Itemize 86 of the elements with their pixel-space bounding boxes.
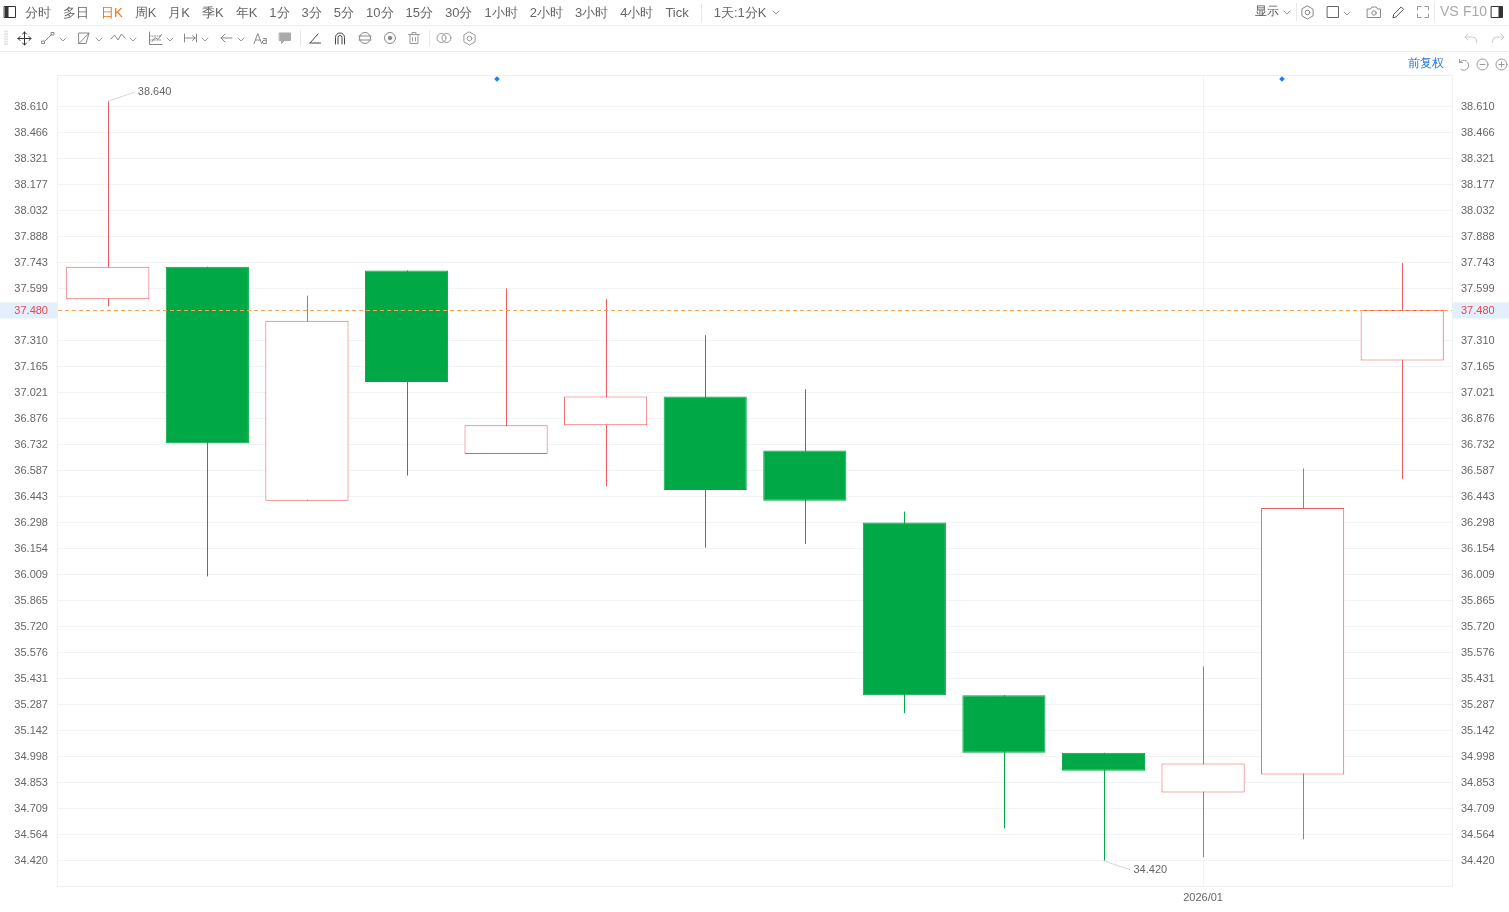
y-tick-label: 35.865 <box>14 593 48 606</box>
y2-tick-label: 38.032 <box>1461 203 1495 216</box>
y2-tick-label: 34.853 <box>1461 775 1495 788</box>
y-tick-label: 38.610 <box>14 99 48 112</box>
text: 前复权 <box>1408 56 1444 70</box>
y2-tick-label: 37.165 <box>1461 359 1495 372</box>
text: 3小时 <box>574 5 609 21</box>
y-tick-label: 37.743 <box>14 255 48 268</box>
y2-tick-label: 36.443 <box>1461 489 1495 502</box>
y2-tick-label: 38.466 <box>1461 125 1495 138</box>
y-tick-label: 34.420 <box>14 853 48 866</box>
y2-tick-label: 36.154 <box>1461 541 1495 554</box>
text: F10 <box>1463 3 1488 19</box>
ref-line-label: 37.480 <box>1461 303 1495 316</box>
y-tick-label: 35.142 <box>14 723 48 736</box>
y-tick-label: 34.998 <box>14 749 48 762</box>
y-tick-label: 34.564 <box>14 827 48 840</box>
text: 5分 <box>333 5 355 21</box>
text: 月K <box>168 5 191 21</box>
text: 30分 <box>445 5 473 21</box>
annotation: 34.420 <box>1133 862 1168 875</box>
text: 4小时 <box>620 5 654 21</box>
y-tick-label: 35.576 <box>14 645 48 658</box>
text: 年K <box>235 5 258 21</box>
text: 日K <box>101 5 123 21</box>
y2-tick-label: 36.009 <box>1461 567 1495 580</box>
text: Tick <box>665 5 689 21</box>
text: 2小时 <box>529 5 563 21</box>
y2-tick-label: 34.564 <box>1461 827 1495 840</box>
y-tick-label: 37.310 <box>14 333 48 346</box>
y-tick-label: 35.431 <box>14 671 48 684</box>
y-tick-label: 34.853 <box>14 775 48 788</box>
text: 1小时 <box>484 5 518 21</box>
y-tick-label: 36.154 <box>14 541 48 554</box>
y2-tick-label: 37.599 <box>1461 281 1495 294</box>
y2-tick-label: 38.321 <box>1461 151 1495 164</box>
y-tick-label: 37.599 <box>14 281 48 294</box>
y-tick-label: 38.032 <box>14 203 48 216</box>
text: 10分 <box>366 5 394 21</box>
text: 显示 <box>1255 4 1279 18</box>
y2-tick-label: 37.743 <box>1461 255 1495 268</box>
text: 37.480 <box>14 303 48 316</box>
text: 15分 <box>405 5 433 21</box>
y-tick-label: 38.466 <box>14 125 48 138</box>
y-tick-label: 35.287 <box>14 697 48 710</box>
y2-tick-label: 36.587 <box>1461 463 1495 476</box>
y2-tick-label: 37.888 <box>1461 229 1495 242</box>
y-tick-label: 37.165 <box>14 359 48 372</box>
y2-tick-label: 37.021 <box>1461 385 1495 398</box>
y2-tick-label: 35.720 <box>1461 619 1495 632</box>
y-tick-label: 38.177 <box>14 177 48 190</box>
y-tick-label: 38.321 <box>14 151 48 164</box>
y-tick-label: 36.587 <box>14 463 48 476</box>
text: 分时 <box>25 5 51 21</box>
text: 多日 <box>63 5 89 21</box>
annotation: 38.640 <box>137 85 172 98</box>
y2-tick-label: 38.177 <box>1461 177 1495 190</box>
y-tick-label: 34.709 <box>14 801 48 814</box>
y2-tick-label: 37.310 <box>1461 333 1495 346</box>
y2-tick-label: 36.732 <box>1461 437 1495 450</box>
y2-tick-label: 34.998 <box>1461 749 1495 762</box>
y-tick-label: 36.009 <box>14 567 48 580</box>
y2-tick-label: 38.610 <box>1461 99 1495 112</box>
x-tick-label: 2026/01 <box>1183 890 1223 903</box>
y-tick-label: 37.021 <box>14 385 48 398</box>
y-tick-label: 36.732 <box>14 437 48 450</box>
y2-tick-label: 34.420 <box>1461 853 1495 866</box>
text: 周K <box>134 5 157 21</box>
y2-tick-label: 35.865 <box>1461 593 1495 606</box>
y2-tick-label: 35.287 <box>1461 697 1495 710</box>
y2-tick-label: 35.431 <box>1461 671 1495 684</box>
y2-tick-label: 36.876 <box>1461 411 1495 424</box>
y-tick-label: 36.443 <box>14 489 48 502</box>
y2-tick-label: 34.709 <box>1461 801 1495 814</box>
text: 季K <box>202 5 224 21</box>
text: 1天:1分K <box>713 5 767 21</box>
y2-tick-label: 35.576 <box>1461 645 1495 658</box>
y-tick-label: 37.888 <box>14 229 48 242</box>
y-tick-label: 35.720 <box>14 619 48 632</box>
y2-tick-label: 35.142 <box>1461 723 1495 736</box>
text: 3分 <box>301 5 322 21</box>
text: VS <box>1440 3 1459 19</box>
y-tick-label: 36.876 <box>14 411 48 424</box>
y2-tick-label: 36.298 <box>1461 515 1495 528</box>
y-tick-label: 36.298 <box>14 515 48 528</box>
text: 1分 <box>269 5 290 21</box>
